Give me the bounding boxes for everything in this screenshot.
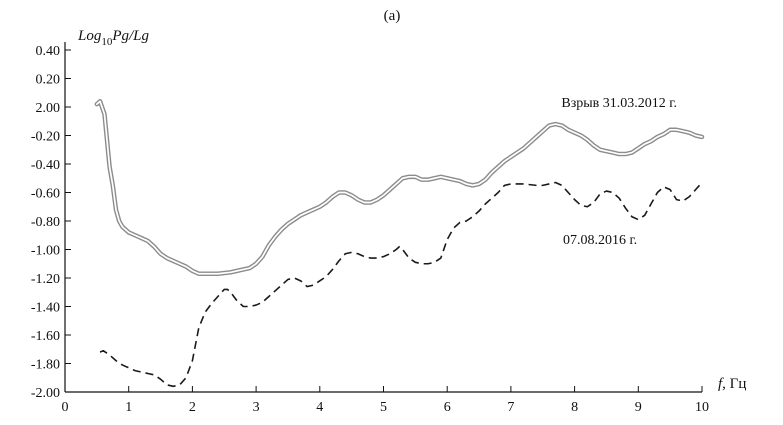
x-tick-label: 5 <box>380 400 387 415</box>
y-axis-label-base: Log <box>77 28 102 44</box>
y-axis-label: Log10Pg/Lg <box>77 28 150 48</box>
x-tick-label: 10 <box>695 400 709 415</box>
y-tick-label: 0.20 <box>36 73 61 88</box>
y-tick-label: 0.40 <box>36 44 61 59</box>
y-tick-label: -0.20 <box>31 130 60 145</box>
y-tick-label: -1.00 <box>31 244 60 259</box>
y-tick-label: 2.00 <box>36 101 61 116</box>
x-tick-label: 4 <box>316 400 323 415</box>
x-tick-label: 7 <box>507 400 514 415</box>
x-axis-label-unit: , Гц <box>722 376 746 392</box>
y-tick-label: -0.60 <box>31 187 60 202</box>
x-tick-label: 1 <box>125 400 132 415</box>
x-axis-label: f, Гц <box>718 376 746 392</box>
x-tick-label: 0 <box>62 400 69 415</box>
x-tick-label: 2 <box>189 400 196 415</box>
y-tick-label: -2.00 <box>31 386 60 401</box>
annotation-label-1: 07.08.2016 г. <box>563 233 637 248</box>
x-tick-label: 8 <box>571 400 578 415</box>
y-axis-label-subscript: 10 <box>101 36 113 48</box>
series-line-0-outer <box>94 99 705 276</box>
axes-layer: 0.40 0.20 2.00 -0.20 -0.40 -0.60 -0.80 -1.00 -1.… <box>31 42 709 415</box>
series-line-1 <box>99 181 703 388</box>
x-tick-label: 9 <box>635 400 642 415</box>
y-axis-label-rest: Pg/Lg <box>111 28 149 44</box>
panel-label: (a) <box>384 8 401 24</box>
y-tick-label: -1.60 <box>31 329 60 344</box>
series-layer <box>94 99 705 388</box>
annotation-label-0: Взрыв 31.03.2012 г. <box>561 96 677 111</box>
x-tick-label: 3 <box>253 400 260 415</box>
x-tick-label: 6 <box>444 400 451 415</box>
x-axis-label-var: f <box>718 376 724 392</box>
y-tick-label: -0.80 <box>31 215 60 230</box>
series-line-0-inner <box>96 100 703 275</box>
labels-layer: (a) Log10Pg/Lg f, Гц Взрыв 31.03.2012 г.… <box>77 8 746 392</box>
y-tick-label: -1.80 <box>31 358 60 373</box>
y-tick-label: -1.20 <box>31 272 60 287</box>
y-tick-label: -0.40 <box>31 158 60 173</box>
y-tick-label: -1.40 <box>31 301 60 316</box>
